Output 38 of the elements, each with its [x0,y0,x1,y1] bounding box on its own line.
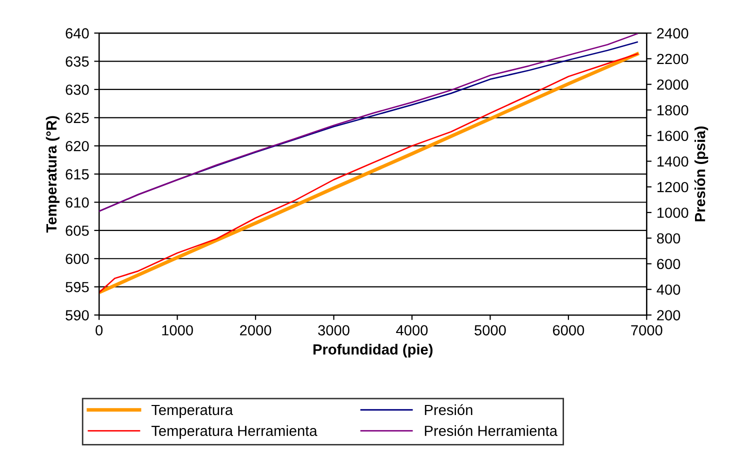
y2-tick-label: 2000 [657,79,688,90]
y2-tick-label: 400 [656,284,680,295]
x-tick-label: 5000 [474,325,506,336]
y-axis-title: Temperatura (°R) [46,116,60,233]
legend-label: Temperatura Herramienta [151,425,318,439]
x-tick-label: 4000 [396,325,428,336]
x-axis-title: Profundidad (pie) [314,344,433,358]
y2-tick-label: 800 [657,233,680,244]
x-tick-label: 6000 [552,325,584,336]
x-tick-label: 0 [96,325,103,336]
y-tick-label: 630 [66,84,89,95]
y-tick-label: 595 [66,282,89,292]
y-tick-label: 620 [66,140,89,152]
y-tick-label: 635 [66,56,89,67]
y-tick-label: 640 [66,28,89,39]
y2-tick-label: 2200 [657,54,688,64]
y-tick-label: 590 [66,310,89,320]
y2-tick-label: 1600 [657,130,688,142]
y2-tick-label: 1000 [657,208,688,218]
x-tick-label: 2000 [240,325,272,336]
legend-label: Presión Herramienta [424,425,558,436]
x-tick-label: 3000 [318,325,350,336]
y2-tick-label: 1400 [657,156,688,167]
legend-label: Presión [424,404,472,416]
y-tick-label: 605 [66,226,89,236]
y-tick-label: 615 [66,169,89,180]
legend-label: Temperatura [151,404,234,418]
y-tick-label: 610 [66,197,89,208]
y2-tick-label: 2400 [657,28,688,39]
y2-tick-label: 600 [657,258,680,270]
y2-tick-label: 1200 [657,182,688,192]
y-tick-label: 625 [66,112,89,124]
y2-tick-label: 1800 [657,105,688,116]
y2-axis-title: Presión (psia) [694,126,708,222]
x-tick-label: 7000 [631,325,662,336]
x-tick-label: 1000 [162,325,193,336]
y-tick-label: 600 [66,254,89,264]
y2-tick-label: 200 [657,310,680,320]
